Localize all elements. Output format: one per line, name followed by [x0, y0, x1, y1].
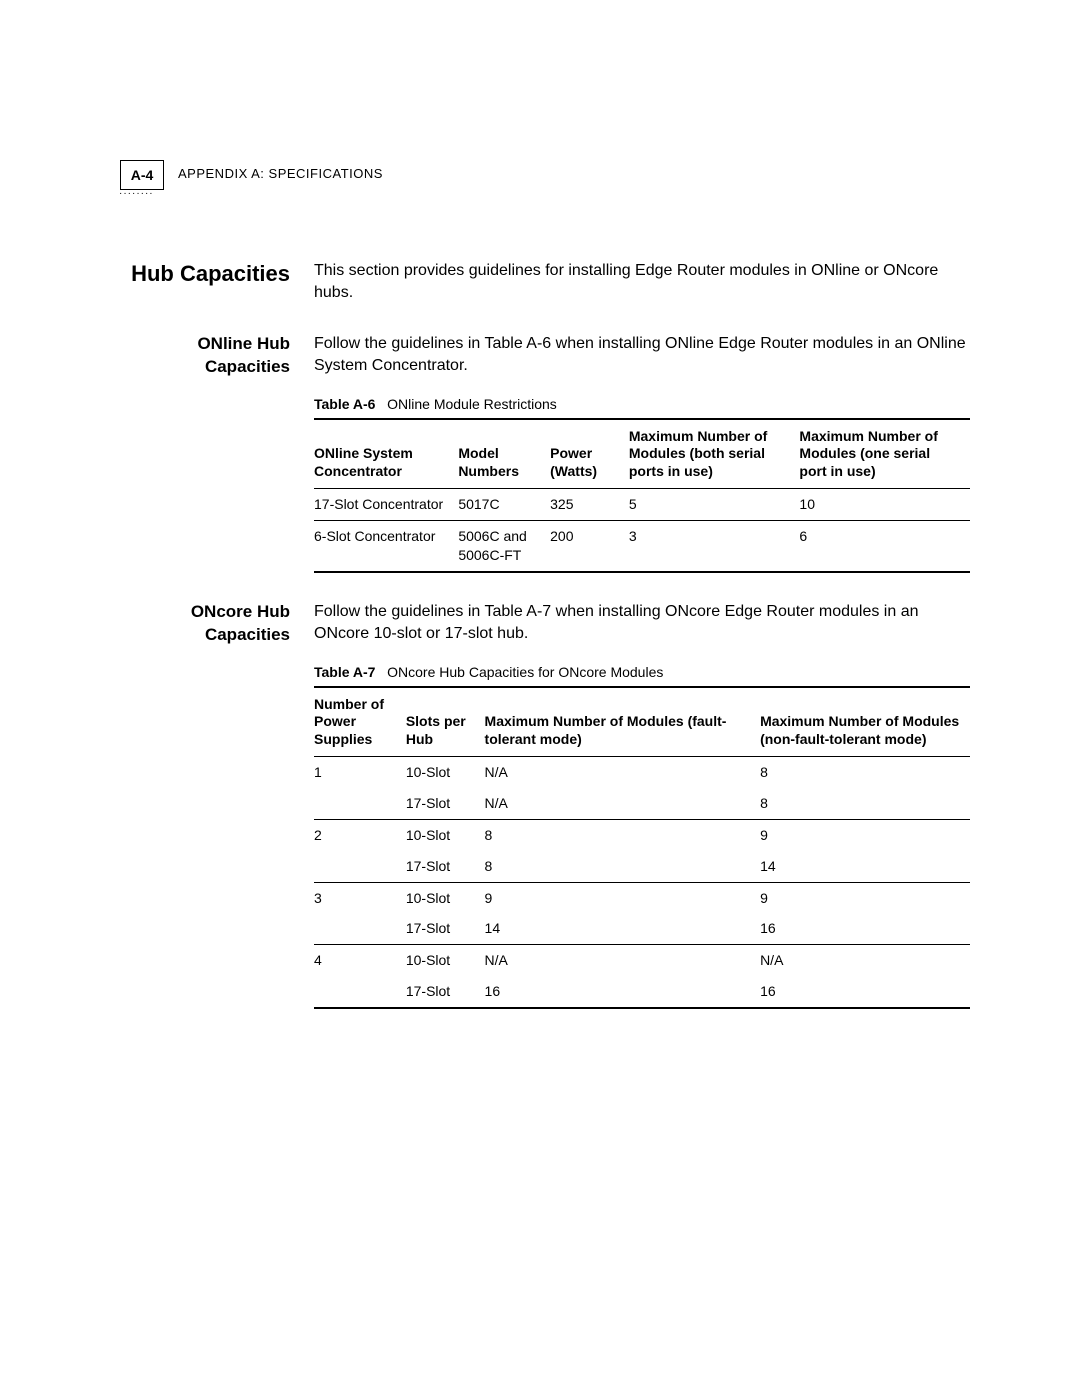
table-row: 17-Slot 14 16 — [314, 913, 970, 944]
table-row: 17-Slot 16 16 — [314, 976, 970, 1008]
cell: 1 — [314, 757, 406, 788]
cell: 17-Slot — [406, 851, 485, 882]
cell — [314, 976, 406, 1008]
table-row: 1 10-Slot N/A 8 — [314, 757, 970, 788]
intro-text: This section provides guidelines for ins… — [314, 260, 970, 305]
table-a7-label: Table A-7 — [314, 664, 375, 680]
cell: 200 — [550, 520, 629, 571]
table-a6: ONline System Concentrator Model Numbers… — [314, 418, 970, 573]
cell: 9 — [485, 882, 761, 913]
cell: 9 — [760, 819, 970, 850]
main-title: Hub Capacities — [120, 260, 290, 289]
decorative-dots: ········ — [119, 188, 154, 199]
cell: N/A — [485, 945, 761, 976]
table-a7: Number of Power Supplies Slots per Hub M… — [314, 686, 970, 1010]
cell: 8 — [760, 757, 970, 788]
cell: 5006C and 5006C-FT — [458, 520, 550, 571]
cell — [314, 788, 406, 819]
cell: 16 — [760, 913, 970, 944]
cell: 17-Slot — [406, 788, 485, 819]
table-row: 17-Slot 8 14 — [314, 851, 970, 882]
page: A-4 ········ APPENDIX A: SPECIFICATIONS … — [0, 0, 1080, 1397]
oncore-body-text: Follow the guidelines in Table A-7 when … — [314, 601, 970, 646]
table-row: 3 10-Slot 9 9 — [314, 882, 970, 913]
cell: 3 — [314, 882, 406, 913]
appendix-label: APPENDIX A: SPECIFICATIONS — [178, 160, 383, 181]
cell: 10-Slot — [406, 819, 485, 850]
table-a6-header-row: ONline System Concentrator Model Numbers… — [314, 419, 970, 489]
cell: 8 — [760, 788, 970, 819]
table-a6-col1: Model Numbers — [458, 419, 550, 489]
table-row: 2 10-Slot 8 9 — [314, 819, 970, 850]
cell: 16 — [760, 976, 970, 1008]
cell: 10-Slot — [406, 757, 485, 788]
table-row: 17-Slot Concentrator 5017C 325 5 10 — [314, 489, 970, 521]
cell: N/A — [760, 945, 970, 976]
oncore-heading-line1: ONcore Hub — [120, 601, 290, 624]
table-a6-col0: ONline System Concentrator — [314, 419, 458, 489]
cell: 5017C — [458, 489, 550, 521]
online-heading-line1: ONline Hub — [120, 333, 290, 356]
table-a6-caption: Table A-6 ONline Module Restrictions — [314, 396, 970, 412]
cell: 8 — [485, 819, 761, 850]
online-body-text: Follow the guidelines in Table A-6 when … — [314, 333, 970, 378]
cell: 325 — [550, 489, 629, 521]
cell: 2 — [314, 819, 406, 850]
cell: 17-Slot Concentrator — [314, 489, 458, 521]
online-body: Follow the guidelines in Table A-6 when … — [314, 333, 970, 573]
cell: N/A — [485, 757, 761, 788]
table-a7-title: ONcore Hub Capacities for ONcore Modules — [387, 664, 663, 680]
online-heading-line2: Capacities — [120, 356, 290, 379]
cell — [314, 913, 406, 944]
cell: 10-Slot — [406, 945, 485, 976]
table-row: 17-Slot N/A 8 — [314, 788, 970, 819]
cell: 9 — [760, 882, 970, 913]
table-row: 4 10-Slot N/A N/A — [314, 945, 970, 976]
cell: 17-Slot — [406, 976, 485, 1008]
table-a6-label: Table A-6 — [314, 396, 375, 412]
cell: 6 — [799, 520, 970, 571]
cell: 8 — [485, 851, 761, 882]
table-a7-col1: Slots per Hub — [406, 687, 485, 757]
table-a7-col3: Maximum Number of Modules (non-fault-tol… — [760, 687, 970, 757]
side-heading-oncore: ONcore Hub Capacities — [120, 601, 290, 1009]
section-intro: Hub Capacities This section provides gui… — [120, 260, 970, 305]
side-heading: Hub Capacities — [120, 260, 290, 305]
page-number-box: A-4 ········ — [120, 160, 164, 190]
table-a7-header-row: Number of Power Supplies Slots per Hub M… — [314, 687, 970, 757]
oncore-heading-line2: Capacities — [120, 624, 290, 647]
cell: 3 — [629, 520, 800, 571]
table-row: 6-Slot Concentrator 5006C and 5006C-FT 2… — [314, 520, 970, 571]
cell — [314, 851, 406, 882]
cell: 16 — [485, 976, 761, 1008]
table-a6-col4: Maximum Number of Modules (one serial po… — [799, 419, 970, 489]
cell: 17-Slot — [406, 913, 485, 944]
table-a7-col2: Maximum Number of Modules (fault-toleran… — [485, 687, 761, 757]
table-a7-col0: Number of Power Supplies — [314, 687, 406, 757]
section-online: ONline Hub Capacities Follow the guideli… — [120, 333, 970, 573]
section-oncore: ONcore Hub Capacities Follow the guideli… — [120, 601, 970, 1009]
cell: 6-Slot Concentrator — [314, 520, 458, 571]
oncore-body: Follow the guidelines in Table A-7 when … — [314, 601, 970, 1009]
cell: 5 — [629, 489, 800, 521]
table-a6-title: ONline Module Restrictions — [387, 396, 557, 412]
cell: 14 — [485, 913, 761, 944]
table-a6-col3: Maximum Number of Modules (both serial p… — [629, 419, 800, 489]
cell: 10 — [799, 489, 970, 521]
table-a6-col2: Power (Watts) — [550, 419, 629, 489]
page-number: A-4 — [131, 167, 154, 183]
table-a7-caption: Table A-7 ONcore Hub Capacities for ONco… — [314, 664, 970, 680]
cell: 14 — [760, 851, 970, 882]
cell: 4 — [314, 945, 406, 976]
side-heading-online: ONline Hub Capacities — [120, 333, 290, 573]
cell: N/A — [485, 788, 761, 819]
cell: 10-Slot — [406, 882, 485, 913]
page-header: A-4 ········ APPENDIX A: SPECIFICATIONS — [120, 160, 970, 190]
intro-body: This section provides guidelines for ins… — [314, 260, 970, 305]
